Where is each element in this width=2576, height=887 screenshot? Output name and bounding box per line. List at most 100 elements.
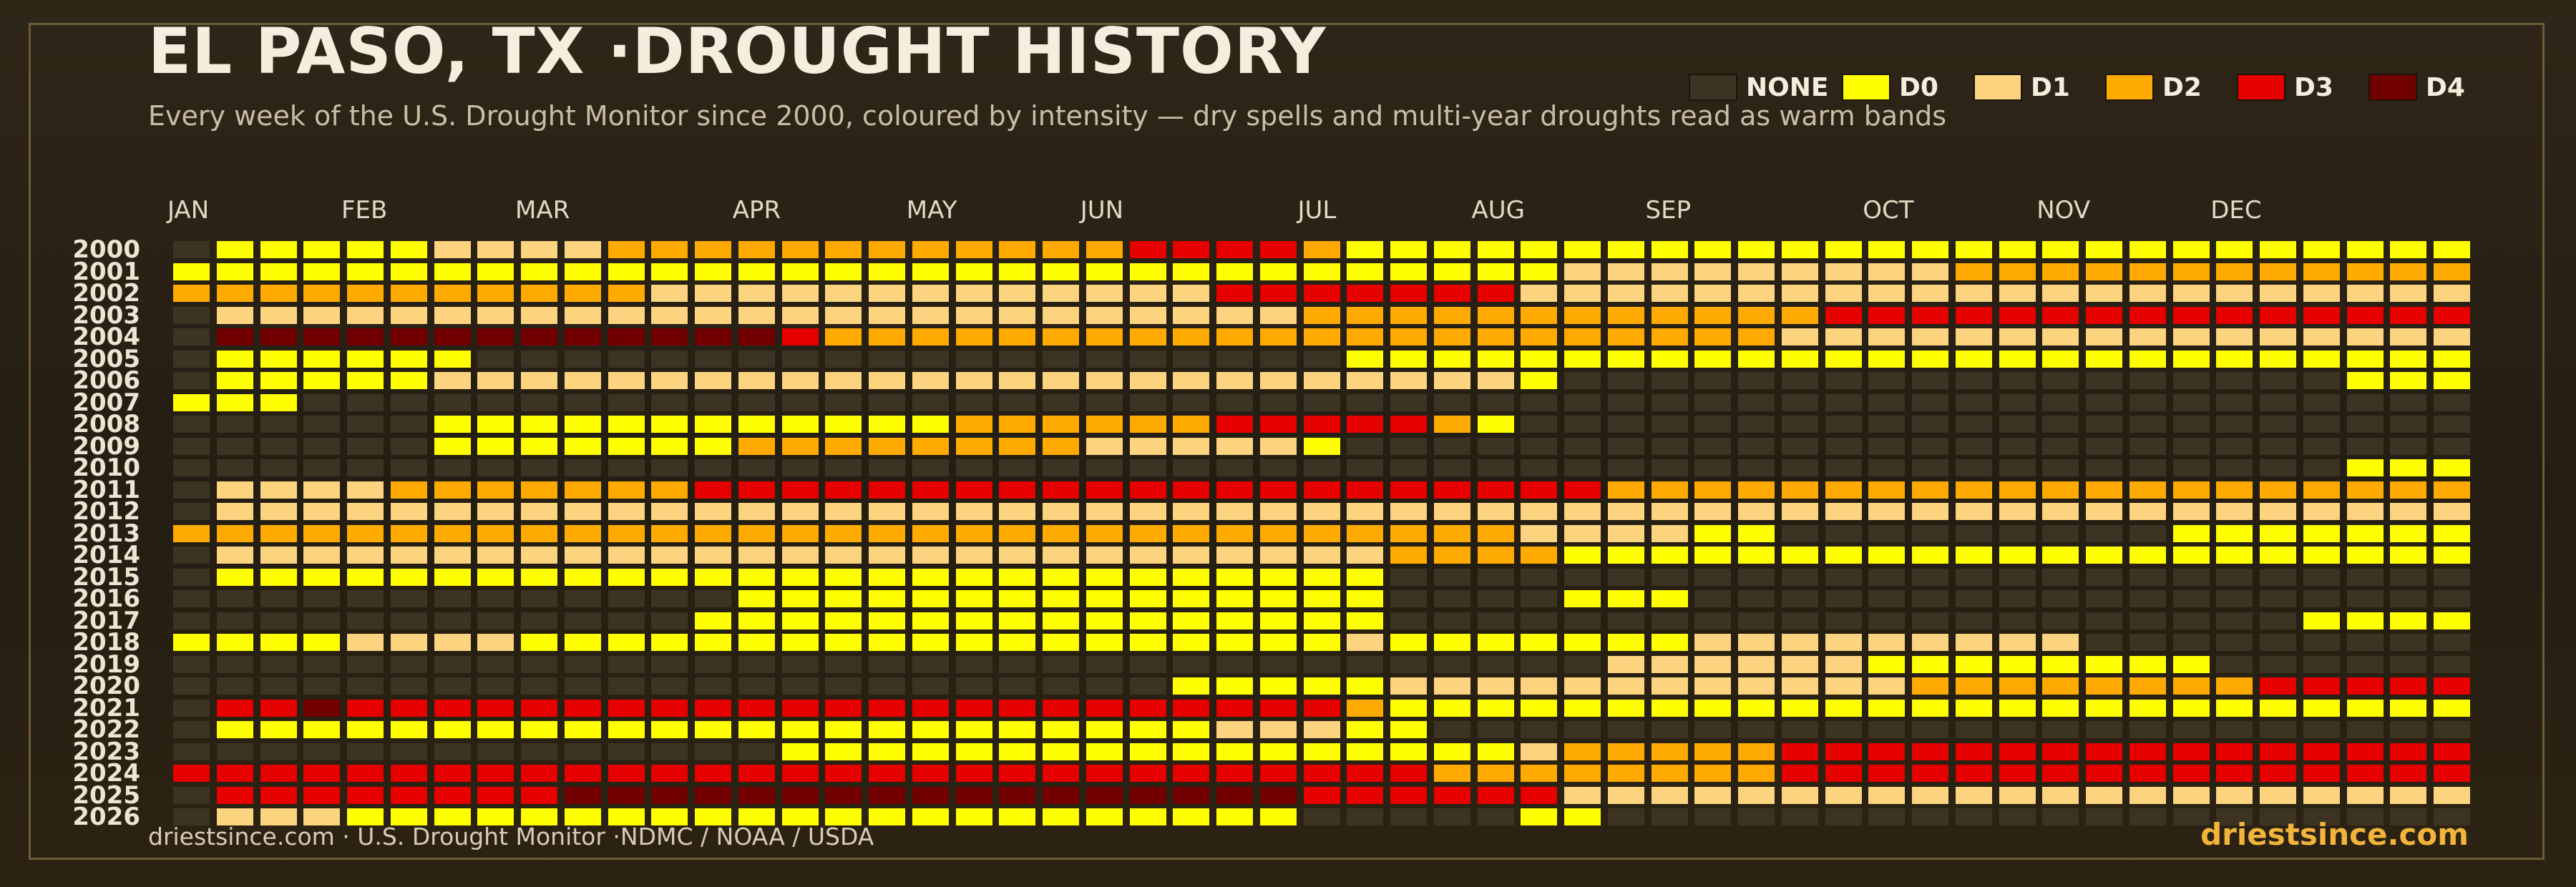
heatmap-cell [1173, 743, 1210, 760]
heatmap-cell [1955, 263, 1992, 280]
heatmap-cell [2390, 350, 2427, 368]
heatmap-cell [564, 568, 601, 586]
heatmap-cell [390, 393, 427, 411]
heatmap-cell [738, 263, 775, 280]
heatmap-cell [2172, 306, 2210, 324]
brand-link[interactable]: driestsince.com [2200, 817, 2469, 852]
heatmap-cell [390, 416, 427, 433]
heatmap-cell [1303, 306, 1340, 324]
heatmap-cell [1607, 547, 1644, 564]
heatmap-cell [2303, 481, 2340, 499]
heatmap-cell [869, 677, 905, 695]
heatmap-cell [1085, 328, 1123, 346]
heatmap-cell [260, 263, 297, 280]
heatmap-cell [955, 350, 992, 368]
heatmap-cell [1390, 350, 1427, 368]
heatmap-cell [1912, 306, 1948, 324]
heatmap-cell [477, 612, 514, 629]
heatmap-cell [434, 547, 471, 564]
heatmap-cell [347, 547, 384, 564]
heatmap-cell [1347, 328, 1384, 346]
heatmap-cell [303, 677, 341, 695]
heatmap-cell [1216, 808, 1253, 825]
chart-subtitle: Every week of the U.S. Drought Monitor s… [148, 100, 1947, 132]
year-label-2006: 2006 [72, 366, 140, 395]
heatmap-cell [651, 547, 688, 564]
heatmap-cell [651, 699, 688, 717]
heatmap-cell [1521, 634, 1558, 651]
heatmap-cell [347, 786, 384, 804]
heatmap-cell [2303, 285, 2340, 302]
heatmap-cell [825, 590, 862, 607]
heatmap-cell [1738, 699, 1775, 717]
heatmap-cell [434, 481, 471, 499]
heatmap-cell [1085, 634, 1123, 651]
heatmap-cell [2172, 699, 2210, 717]
heatmap-cell [651, 285, 688, 302]
heatmap-cell [695, 590, 731, 607]
heatmap-cell [173, 590, 210, 607]
heatmap-cell [738, 416, 775, 433]
heatmap-cell [999, 459, 1036, 476]
heatmap-cell [2086, 350, 2122, 368]
heatmap-cell [2260, 241, 2296, 258]
heatmap-cell [825, 721, 862, 738]
heatmap-cell [2346, 481, 2384, 499]
heatmap-cell [1521, 547, 1558, 564]
heatmap-cell [2172, 372, 2210, 389]
heatmap-cell [1912, 568, 1948, 586]
heatmap-cell [1955, 503, 1992, 520]
heatmap-cell [1390, 786, 1427, 804]
heatmap-cell [2260, 416, 2296, 433]
heatmap-cell [390, 306, 427, 324]
heatmap-cell [825, 634, 862, 651]
heatmap-cell [1390, 241, 1427, 258]
heatmap-cell [608, 765, 645, 782]
heatmap-cell [2042, 459, 2079, 476]
heatmap-cell [1999, 634, 2036, 651]
heatmap-cell [1043, 721, 1079, 738]
heatmap-cell [1999, 547, 2036, 564]
heatmap-cell [1825, 481, 1862, 499]
heatmap-cell [564, 285, 601, 302]
heatmap-cell [2172, 765, 2210, 782]
year-label-2003: 2003 [72, 300, 140, 330]
heatmap-cell [1433, 612, 1470, 629]
heatmap-cell [1521, 699, 1558, 717]
heatmap-cell [2390, 263, 2427, 280]
heatmap-cell [2346, 547, 2384, 564]
heatmap-cell [869, 372, 905, 389]
heatmap-cell [2303, 677, 2340, 695]
heatmap-cell [477, 808, 514, 825]
heatmap-cell [651, 590, 688, 607]
heatmap-cell [1868, 350, 1906, 368]
heatmap-cell [1347, 241, 1384, 258]
heatmap-cell [260, 568, 297, 586]
heatmap-cell [260, 393, 297, 411]
heatmap-cell [1738, 306, 1775, 324]
heatmap-cell [2390, 481, 2427, 499]
heatmap-cell [1433, 306, 1470, 324]
heatmap-cell [216, 285, 253, 302]
heatmap-cell [434, 590, 471, 607]
heatmap-cell [695, 699, 731, 717]
heatmap-cell [1999, 721, 2036, 738]
heatmap-cell [1999, 765, 2036, 782]
heatmap-cell [347, 372, 384, 389]
heatmap-cell [2260, 306, 2296, 324]
heatmap-cell [477, 306, 514, 324]
heatmap-cell [1781, 721, 1818, 738]
heatmap-cell [695, 808, 731, 825]
heatmap-cell [781, 765, 819, 782]
heatmap-cell [347, 503, 384, 520]
heatmap-cell [1825, 459, 1862, 476]
heatmap-cell [1738, 634, 1775, 651]
heatmap-cell [303, 655, 341, 673]
heatmap-cell [1912, 612, 1948, 629]
heatmap-cell [390, 285, 427, 302]
heatmap-cell [1129, 350, 1166, 368]
heatmap-cell [2303, 808, 2340, 825]
legend-swatch-d2 [2105, 74, 2154, 101]
heatmap-cell [1477, 699, 1514, 717]
heatmap-cell [303, 786, 341, 804]
